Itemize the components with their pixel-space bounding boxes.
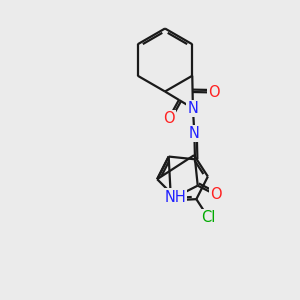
- Text: O: O: [208, 85, 219, 100]
- Text: N: N: [189, 126, 200, 141]
- Text: NH: NH: [164, 190, 186, 205]
- Text: Cl: Cl: [201, 210, 215, 225]
- Text: O: O: [163, 111, 175, 126]
- Text: O: O: [210, 188, 222, 202]
- Text: N: N: [188, 101, 198, 116]
